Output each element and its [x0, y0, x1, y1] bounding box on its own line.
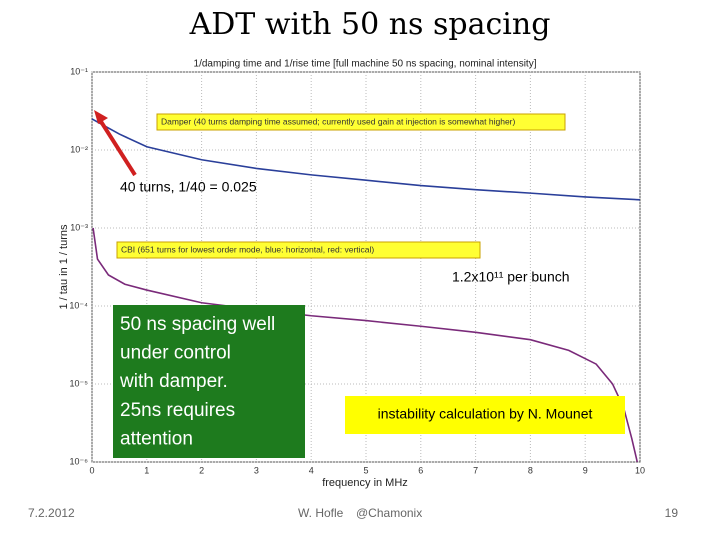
credit-text: instability calculation by N. Mounet	[378, 406, 593, 422]
x-tick-label: 7	[473, 465, 478, 475]
slide-title: ADT with 50 ns spacing	[189, 7, 551, 42]
y-tick-label: 10⁻⁶	[70, 456, 89, 466]
green-box-line: 25ns requires	[120, 400, 235, 421]
y-tick-label: 10⁻⁵	[70, 378, 89, 388]
legend-label: CBI (651 turns for lowest order mode, bl…	[121, 244, 374, 254]
x-tick-label: 9	[583, 465, 588, 475]
arrow	[98, 118, 137, 177]
series-line	[92, 227, 639, 463]
y-tick-label: 10⁻⁴	[69, 300, 88, 310]
x-tick-label: 1	[144, 465, 149, 475]
x-tick-label: 0	[89, 465, 94, 475]
footer-author: W. Hofle	[298, 506, 344, 520]
legend-box	[116, 241, 481, 259]
legend-label: Damper (40 turns damping time assumed; c…	[161, 116, 516, 126]
y-tick-label: 10⁻³	[70, 222, 88, 232]
y-tick-label: 10⁻¹	[70, 66, 88, 76]
y-axis-label: 1 / tau in 1 / turns	[58, 224, 70, 309]
green-box-line: attention	[120, 428, 193, 449]
x-tick-label: 6	[418, 465, 423, 475]
page-number: 19	[665, 506, 679, 520]
legend-box	[156, 113, 566, 131]
x-axis-label: frequency in MHz	[322, 477, 408, 489]
annotation: 1.2x10¹¹ per bunch	[452, 269, 570, 285]
green-box-line: 50 ns spacing well	[120, 314, 275, 335]
chart-title: 1/damping time and 1/rise time [full mac…	[194, 59, 537, 70]
arrow-head	[94, 110, 108, 124]
annotation: 40 turns, 1/40 = 0.025	[120, 179, 257, 195]
x-tick-label: 10	[635, 465, 645, 475]
series-line	[91, 118, 641, 201]
x-tick-label: 3	[254, 465, 259, 475]
footer-date: 7.2.2012	[28, 506, 75, 520]
green-box-line: under control	[120, 343, 231, 364]
overlays: Damper (40 turns damping time assumed; c…	[28, 110, 678, 520]
green-box-line: with damper.	[119, 371, 228, 392]
footer-event: @Chamonix	[356, 506, 422, 520]
y-tick-label: 10⁻²	[70, 144, 88, 154]
x-tick-label: 4	[309, 465, 314, 475]
x-tick-label: 5	[363, 465, 368, 475]
x-tick-label: 8	[528, 465, 533, 475]
credit-box	[345, 396, 625, 434]
green-box	[113, 305, 305, 458]
x-tick-label: 2	[199, 465, 204, 475]
